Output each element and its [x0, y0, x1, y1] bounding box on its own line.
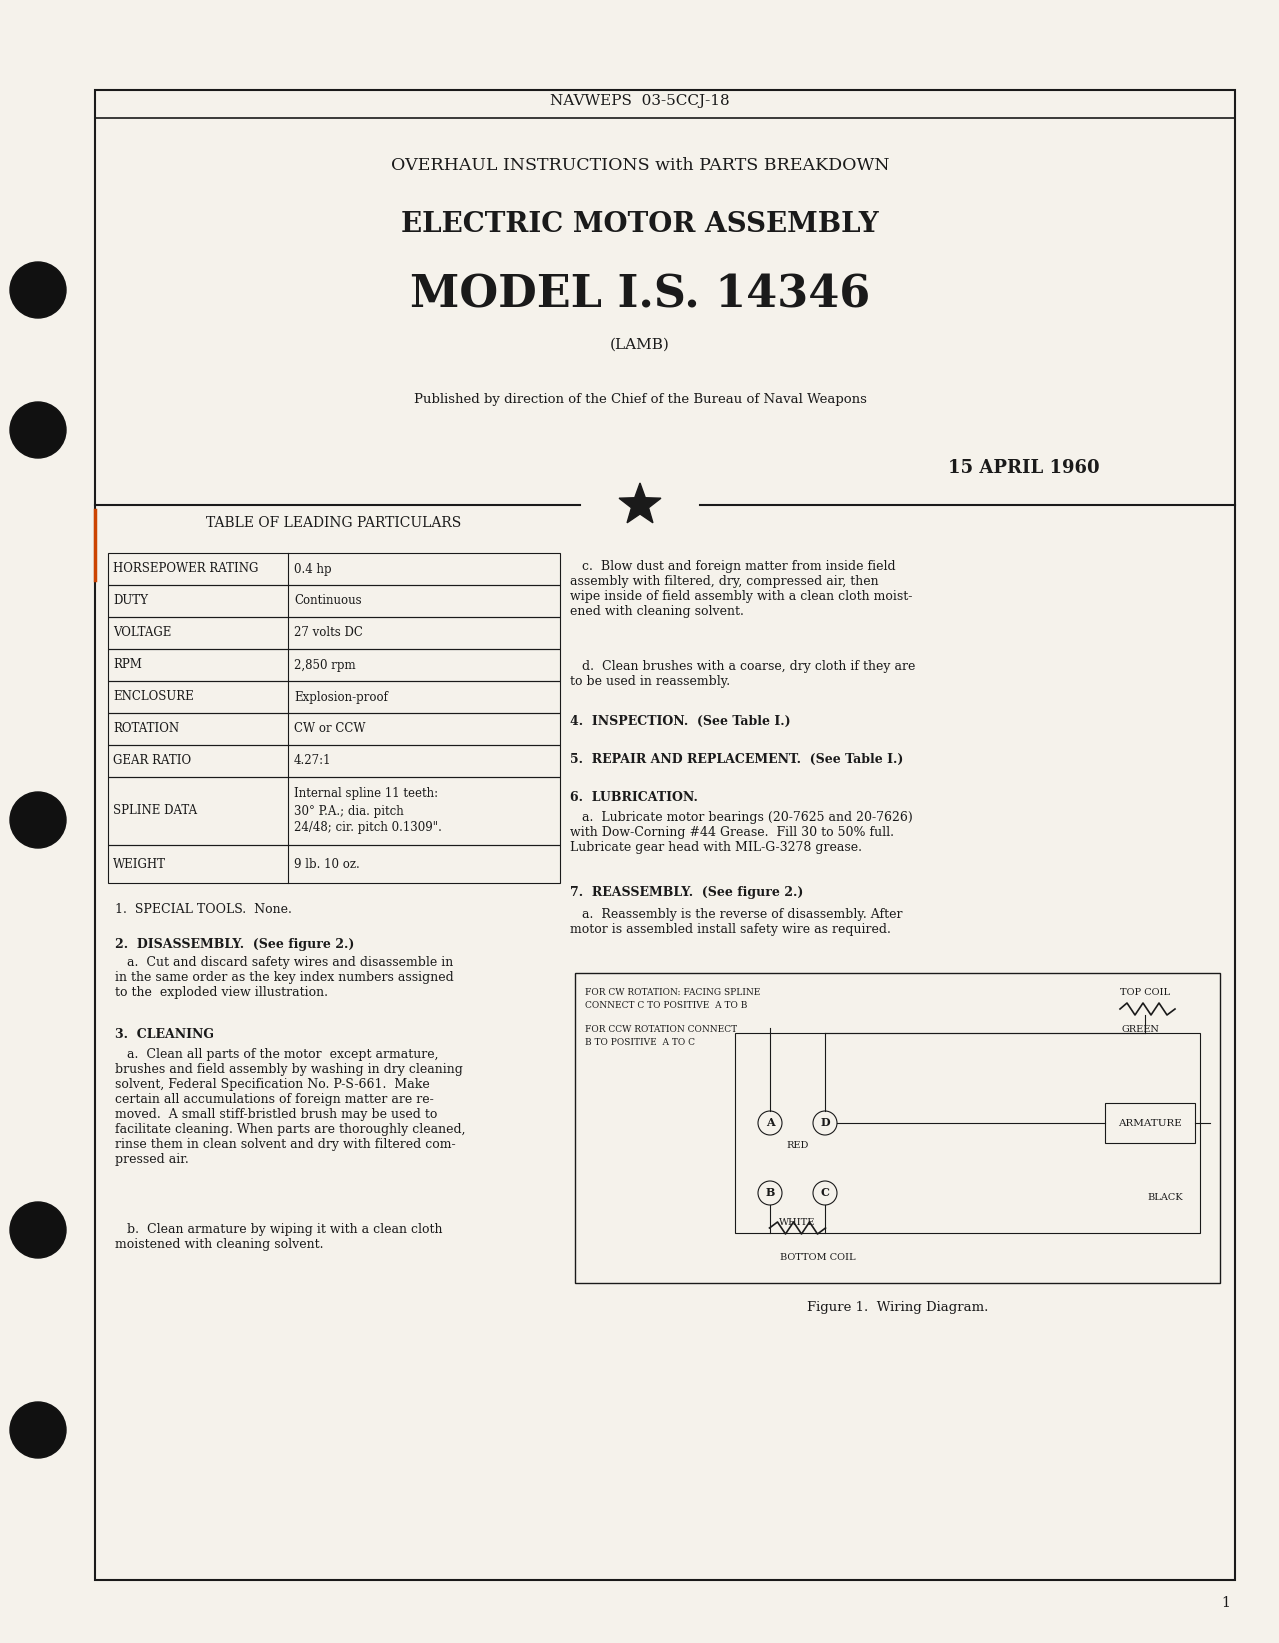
Text: 27 volts DC: 27 volts DC [294, 626, 363, 639]
Text: WEIGHT: WEIGHT [113, 858, 166, 871]
Text: (LAMB): (LAMB) [610, 338, 670, 352]
Text: B: B [765, 1188, 775, 1198]
Text: c.  Blow dust and foreign matter from inside field
assembly with filtered, dry, : c. Blow dust and foreign matter from ins… [570, 560, 912, 618]
Text: a.  Clean all parts of the motor  except armature,
brushes and field assembly by: a. Clean all parts of the motor except a… [115, 1048, 466, 1167]
Text: CONNECT C TO POSITIVE  A TO B: CONNECT C TO POSITIVE A TO B [585, 1001, 747, 1010]
Text: MODEL I.S. 14346: MODEL I.S. 14346 [409, 273, 870, 317]
Text: 1.  SPECIAL TOOLS.  None.: 1. SPECIAL TOOLS. None. [115, 904, 292, 917]
Bar [107, 554, 560, 585]
Text: 7.  REASSEMBLY.  (See figure 2.): 7. REASSEMBLY. (See figure 2.) [570, 886, 803, 899]
Text: 6.  LUBRICATION.: 6. LUBRICATION. [570, 790, 698, 803]
Text: 3.  CLEANING: 3. CLEANING [115, 1029, 214, 1042]
Text: Continuous: Continuous [294, 595, 362, 608]
Text: SPLINE DATA: SPLINE DATA [113, 805, 197, 818]
Text: Explosion-proof: Explosion-proof [294, 690, 388, 703]
Text: D: D [820, 1117, 830, 1129]
Text: WHITE: WHITE [779, 1217, 816, 1227]
Bar [107, 618, 560, 649]
Text: 1: 1 [1221, 1595, 1230, 1610]
Bar [107, 649, 560, 680]
Text: B TO POSITIVE  A TO C: B TO POSITIVE A TO C [585, 1038, 694, 1047]
Text: Published by direction of the Chief of the Bureau of Naval Weapons: Published by direction of the Chief of t… [413, 394, 866, 406]
Text: FOR CW ROTATION: FACING SPLINE: FOR CW ROTATION: FACING SPLINE [585, 987, 761, 997]
Text: 2.  DISASSEMBLY.  (See figure 2.): 2. DISASSEMBLY. (See figure 2.) [115, 938, 354, 951]
Text: d.  Clean brushes with a coarse, dry cloth if they are
to be used in reassembly.: d. Clean brushes with a coarse, dry clot… [570, 660, 916, 688]
Text: VOLTAGE: VOLTAGE [113, 626, 171, 639]
Text: 4.27:1: 4.27:1 [294, 754, 331, 767]
Text: a.  Cut and discard safety wires and disassemble in
in the same order as the key: a. Cut and discard safety wires and disa… [115, 956, 454, 999]
Text: A: A [766, 1117, 774, 1129]
Text: TABLE OF LEADING PARTICULARS: TABLE OF LEADING PARTICULARS [206, 516, 462, 531]
Text: DUTY: DUTY [113, 595, 148, 608]
Text: Internal spline 11 teeth:
30° P.A.; dia. pitch
24/48; cir. pitch 0.1309".: Internal spline 11 teeth: 30° P.A.; dia.… [294, 787, 441, 835]
Circle shape [10, 403, 67, 458]
Text: ARMATURE: ARMATURE [1118, 1119, 1182, 1127]
Circle shape [10, 1203, 67, 1259]
Text: Figure 1.  Wiring Diagram.: Figure 1. Wiring Diagram. [807, 1301, 989, 1314]
Bar [107, 845, 560, 882]
Circle shape [10, 1401, 67, 1457]
Bar [735, 1033, 1200, 1232]
Text: TOP COIL: TOP COIL [1120, 987, 1170, 997]
Text: ELECTRIC MOTOR ASSEMBLY: ELECTRIC MOTOR ASSEMBLY [402, 212, 879, 238]
Text: 9 lb. 10 oz.: 9 lb. 10 oz. [294, 858, 359, 871]
Text: GEAR RATIO: GEAR RATIO [113, 754, 191, 767]
Bar [107, 777, 560, 845]
Text: b.  Clean armature by wiping it with a clean cloth
moistened with cleaning solve: b. Clean armature by wiping it with a cl… [115, 1222, 443, 1250]
Text: OVERHAUL INSTRUCTIONS with PARTS BREAKDOWN: OVERHAUL INSTRUCTIONS with PARTS BREAKDO… [391, 156, 889, 174]
Bar [107, 585, 560, 618]
Circle shape [10, 792, 67, 848]
Text: 0.4 hp: 0.4 hp [294, 562, 331, 575]
Text: a.  Lubricate motor bearings (20-7625 and 20-7626)
with Dow-Corning #44 Grease. : a. Lubricate motor bearings (20-7625 and… [570, 812, 913, 854]
Text: C: C [821, 1188, 830, 1198]
Bar [1105, 1102, 1195, 1144]
Text: GREEN: GREEN [1122, 1025, 1159, 1033]
Text: ROTATION: ROTATION [113, 723, 179, 736]
Text: ENCLOSURE: ENCLOSURE [113, 690, 193, 703]
Bar [107, 713, 560, 744]
Circle shape [10, 261, 67, 319]
Text: BLACK: BLACK [1147, 1193, 1183, 1203]
Bar [107, 744, 560, 777]
Text: a.  Reassembly is the reverse of disassembly. After
motor is assembled install s: a. Reassembly is the reverse of disassem… [570, 909, 903, 937]
Bar [107, 680, 560, 713]
Polygon shape [619, 483, 661, 522]
Text: 4.  INSPECTION.  (See Table I.): 4. INSPECTION. (See Table I.) [570, 715, 790, 728]
Text: 15 APRIL 1960: 15 APRIL 1960 [948, 458, 1100, 476]
Bar [95, 90, 1236, 1581]
Text: BOTTOM COIL: BOTTOM COIL [780, 1254, 856, 1262]
Text: RPM: RPM [113, 659, 142, 672]
Text: RED: RED [787, 1140, 808, 1150]
Bar [576, 973, 1220, 1283]
Text: FOR CCW ROTATION CONNECT: FOR CCW ROTATION CONNECT [585, 1025, 737, 1033]
Text: NAVWEPS  03-5CCJ-18: NAVWEPS 03-5CCJ-18 [550, 94, 730, 108]
Text: 5.  REPAIR AND REPLACEMENT.  (See Table I.): 5. REPAIR AND REPLACEMENT. (See Table I.… [570, 752, 903, 766]
Text: HORSEPOWER RATING: HORSEPOWER RATING [113, 562, 258, 575]
Text: CW or CCW: CW or CCW [294, 723, 366, 736]
Text: 2,850 rpm: 2,850 rpm [294, 659, 356, 672]
